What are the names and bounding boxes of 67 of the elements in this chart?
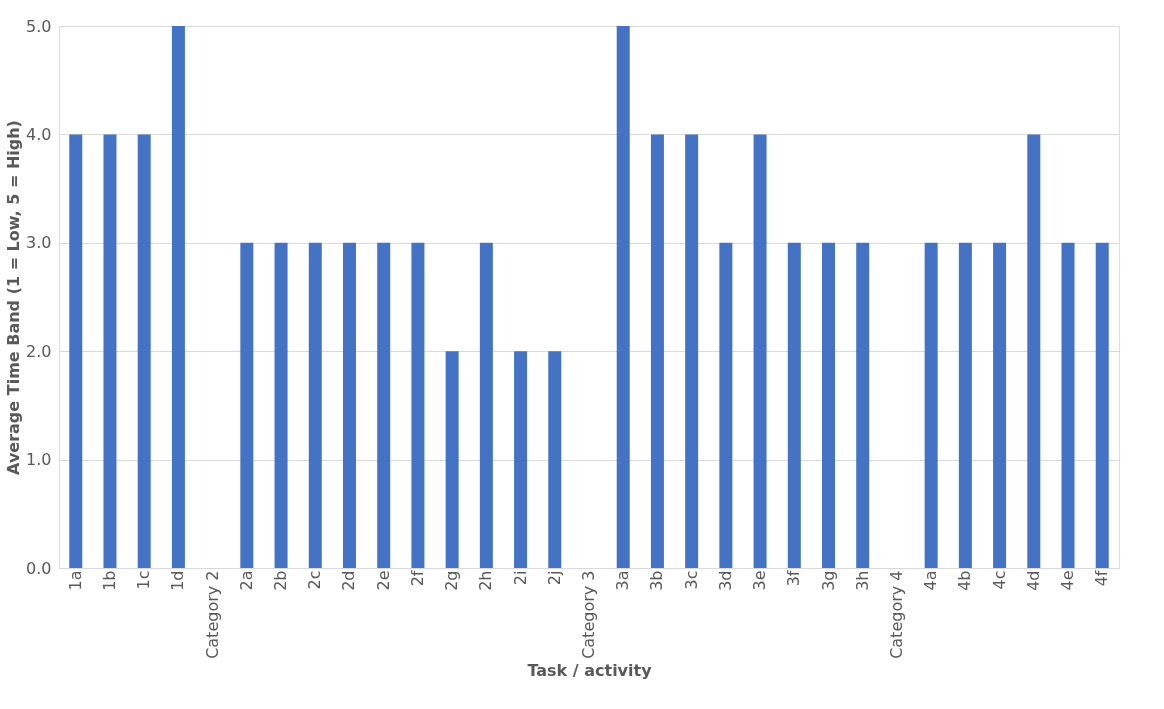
bar xyxy=(719,242,733,568)
x-tick-label: 3c xyxy=(681,570,701,590)
x-tick-label: 2g xyxy=(442,570,462,591)
x-tick-label: 4d xyxy=(1023,570,1043,591)
x-tick-label: 1b xyxy=(99,570,119,591)
x-tick-label: 2a xyxy=(236,570,256,591)
bar xyxy=(1095,242,1109,568)
x-tick-label: 3a xyxy=(613,570,633,591)
bar xyxy=(103,134,117,568)
x-tick-label: 2c xyxy=(305,570,325,590)
x-axis-title: Task / activity xyxy=(527,660,653,680)
bar xyxy=(274,242,288,568)
x-tick-label: 2i xyxy=(510,570,530,586)
y-tick-label: 5.0 xyxy=(26,16,52,36)
bar xyxy=(171,26,185,568)
bar xyxy=(822,242,836,568)
bar xyxy=(445,351,459,568)
x-tick-label: 4e xyxy=(1058,570,1078,591)
bar xyxy=(514,351,528,568)
x-tick-label: Category 4 xyxy=(886,570,906,659)
bar xyxy=(411,242,425,568)
x-tick-label: 2h xyxy=(476,570,496,591)
bar xyxy=(342,242,356,568)
x-tick-label: 4c xyxy=(989,570,1009,590)
bar xyxy=(856,242,870,568)
x-tick-label: 2b xyxy=(271,570,291,591)
bar xyxy=(1061,242,1075,568)
x-tick-label: 4a xyxy=(921,570,941,591)
bar xyxy=(958,242,972,568)
x-tick-label: 1d xyxy=(168,570,188,591)
y-tick-label: 1.0 xyxy=(26,450,52,470)
x-tick-label: 3g xyxy=(818,570,838,591)
x-tick-label: 3b xyxy=(647,570,667,591)
x-tick-label: 3f xyxy=(784,570,804,587)
bar xyxy=(753,134,767,568)
x-tick-label: 2f xyxy=(407,570,427,587)
x-tick-label: 2d xyxy=(339,570,359,591)
x-tick-label: 2e xyxy=(373,570,393,591)
x-tick-label: 1c xyxy=(134,570,154,590)
bar xyxy=(650,134,664,568)
x-tick-label: 4b xyxy=(955,570,975,591)
bar xyxy=(479,242,493,568)
x-tick-label: Category 2 xyxy=(202,570,222,659)
bar xyxy=(69,134,83,568)
x-tick-label: 3h xyxy=(852,570,872,591)
y-tick-label: 3.0 xyxy=(26,233,52,253)
y-axis-title: Average Time Band (1 = Low, 5 = High) xyxy=(4,120,24,475)
x-tick-label: 3e xyxy=(750,570,770,591)
bar xyxy=(616,26,630,568)
bar xyxy=(685,134,699,568)
y-tick-label: 0.0 xyxy=(26,558,52,578)
bar xyxy=(1027,134,1041,568)
bar xyxy=(993,242,1007,568)
x-tick-label: 3d xyxy=(715,570,735,591)
bar xyxy=(787,242,801,568)
bar xyxy=(377,242,391,568)
bar xyxy=(240,242,254,568)
x-tick-label: 2j xyxy=(544,570,564,586)
bar xyxy=(548,351,562,568)
bar xyxy=(137,134,151,568)
bar xyxy=(308,242,322,568)
x-tick-label: 4f xyxy=(1092,570,1112,587)
x-tick-label: Category 3 xyxy=(579,570,598,659)
x-tick-label: 1a xyxy=(65,570,85,591)
bar xyxy=(924,242,938,568)
y-tick-label: 4.0 xyxy=(26,124,52,144)
y-tick-label: 2.0 xyxy=(26,341,52,361)
